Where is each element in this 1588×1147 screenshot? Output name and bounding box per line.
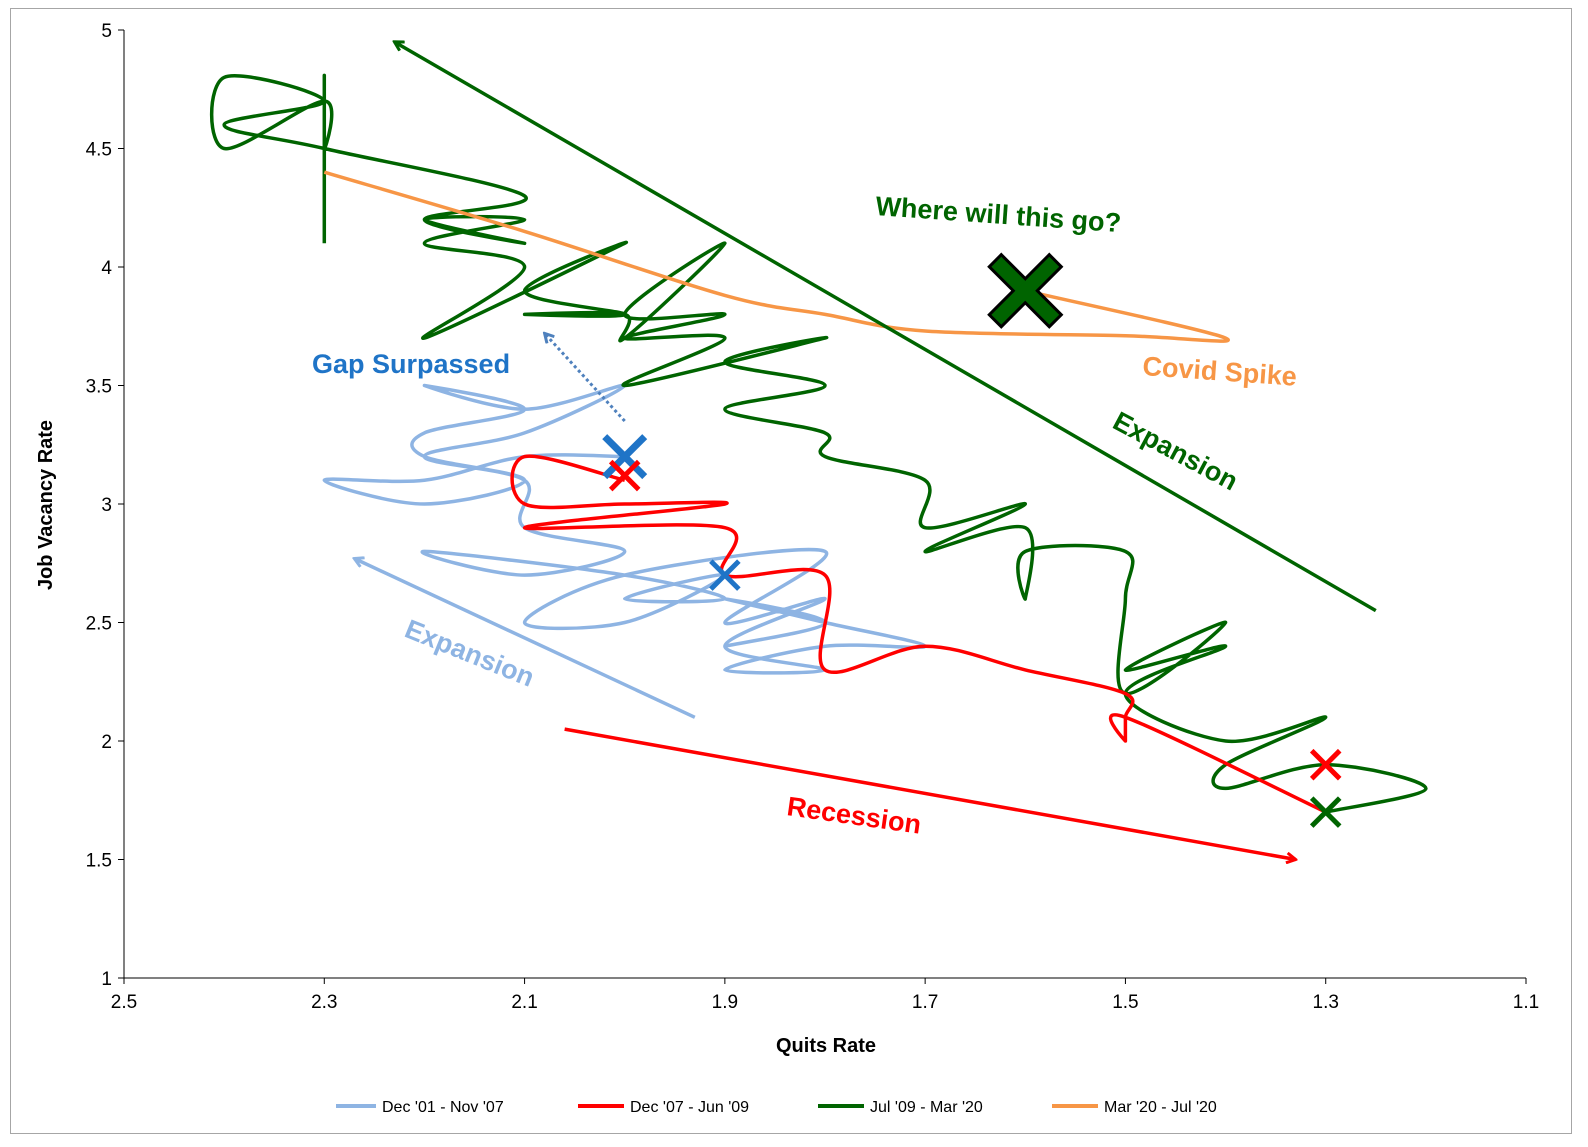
annotation-gap-surpassed: Gap Surpassed [312,349,510,379]
arrow-0 [394,42,1377,613]
y-tick-label: 4 [101,258,112,279]
arrow-2 [564,727,1296,859]
legend-item-dec01-nov07: Dec '01 - Nov '07 [336,1099,504,1116]
x-tick-label: 1.9 [712,992,738,1013]
x-marker-3 [608,459,641,492]
x-tick-label: 2.1 [511,992,537,1013]
arrow-layer [354,42,1377,860]
legend: Dec '01 - Nov '07 Dec '07 - Jun '09 Jul … [336,1099,1217,1116]
legend-item-jul09-mar20: Jul '09 - Mar '20 [818,1099,983,1116]
annotation-expansion-blue: Expansion [401,614,539,693]
series-mar20-jul20-line [323,170,1230,343]
x-marker-0 [987,252,1064,329]
y-axis-title: Job Vacancy Rate [35,420,57,590]
x-marker-5 [1309,796,1342,828]
x-marker-2 [709,559,741,591]
x-axis-title: Quits Rate [776,1035,876,1057]
annotation-covid-spike: Covid Spike [1142,351,1298,392]
y-tick-label: 2.5 [86,614,112,635]
series-layer [209,73,1428,814]
y-tick-label: 1.5 [86,851,112,872]
x-marker-1 [602,434,648,480]
series-jul09-mar20-line [209,73,1428,814]
y-tick-label: 1 [101,969,112,990]
svg-text:Dec '01 - Nov '07: Dec '01 - Nov '07 [382,1099,504,1116]
x-marker-4 [1309,748,1342,781]
y-tick-label: 5 [101,21,112,42]
svg-text:Dec '07 - Jun '09: Dec '07 - Jun '09 [630,1099,749,1116]
y-tick-label: 3.5 [86,377,112,398]
y-tick-label: 3 [101,495,112,516]
x-tick-label: 1.5 [1112,992,1138,1013]
x-tick-label: 2.5 [111,992,137,1013]
x-tick-label: 2.3 [311,992,337,1013]
svg-text:Mar '20 - Jul '20: Mar '20 - Jul '20 [1104,1099,1217,1116]
series-dec01-nov07-line [322,383,927,675]
arrow-1 [354,559,696,719]
legend-item-dec07-jun09: Dec '07 - Jun '09 [578,1099,749,1116]
axes: 1 1.5 2 2.5 3 3.5 4 4.5 5 2.5 2.3 2.1 1.9 1.7 1.5 1.3 1.… [86,21,1540,1013]
x-tick-label: 1.7 [912,992,938,1013]
arrow-3 [545,333,626,423]
x-tick-label: 1.3 [1313,992,1339,1013]
annotation-expansion-green: Expansion [1108,406,1243,497]
y-tick-label: 2 [101,732,112,753]
legend-item-mar20-jul20: Mar '20 - Jul '20 [1052,1099,1217,1116]
y-tick-label: 4.5 [86,140,112,161]
annotation-recession: Recession [785,791,923,840]
annotation-where-will-this-go: Where will this go? [875,191,1123,238]
series-dec07-jun09-line [510,454,1327,814]
x-tick-label: 1.1 [1513,992,1539,1013]
marker-layer [602,252,1342,828]
svg-text:Jul '09 - Mar '20: Jul '09 - Mar '20 [870,1099,983,1116]
